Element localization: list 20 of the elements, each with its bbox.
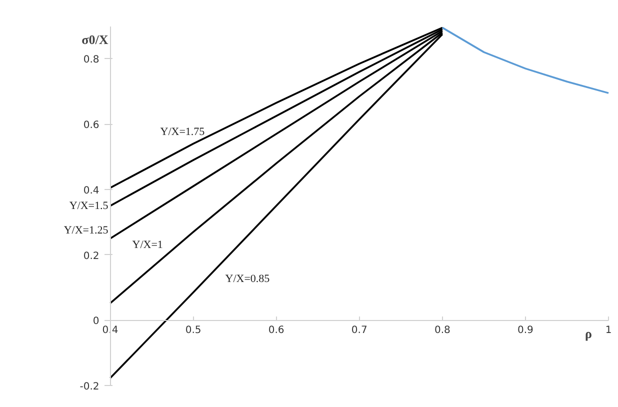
text: Y/X=1.5 — [69, 200, 109, 212]
annotation: Y/X=1.75 — [160, 126, 206, 138]
y-tick-label: 0.4 — [83, 185, 100, 196]
text: Y/X=1.25 — [64, 224, 109, 236]
annotation: Y/X=1 — [132, 239, 163, 252]
y-axis-title: σ0/X — [82, 32, 109, 48]
x-tick-label: 1 — [605, 325, 612, 336]
x-tick-label: 0.4 — [102, 325, 118, 336]
x-tick-label: 0.8 — [434, 325, 450, 336]
annotation: Y/X=0.85 — [225, 273, 270, 286]
x-tick-label: 0.5 — [185, 325, 202, 336]
x-tick-label: 0.6 — [268, 325, 284, 336]
y-tick-label: 0.8 — [83, 54, 100, 66]
x-axis-title: ρ — [585, 326, 592, 342]
y-tick-label: 0.6 — [83, 120, 100, 132]
y-tick-label: 0 — [92, 316, 100, 328]
y-tick-label: -0.2 — [80, 382, 100, 393]
x-tick-label: 0.9 — [518, 325, 534, 336]
x-tick-label: 0.7 — [351, 325, 368, 336]
y-tick-label: 0.2 — [83, 250, 100, 262]
